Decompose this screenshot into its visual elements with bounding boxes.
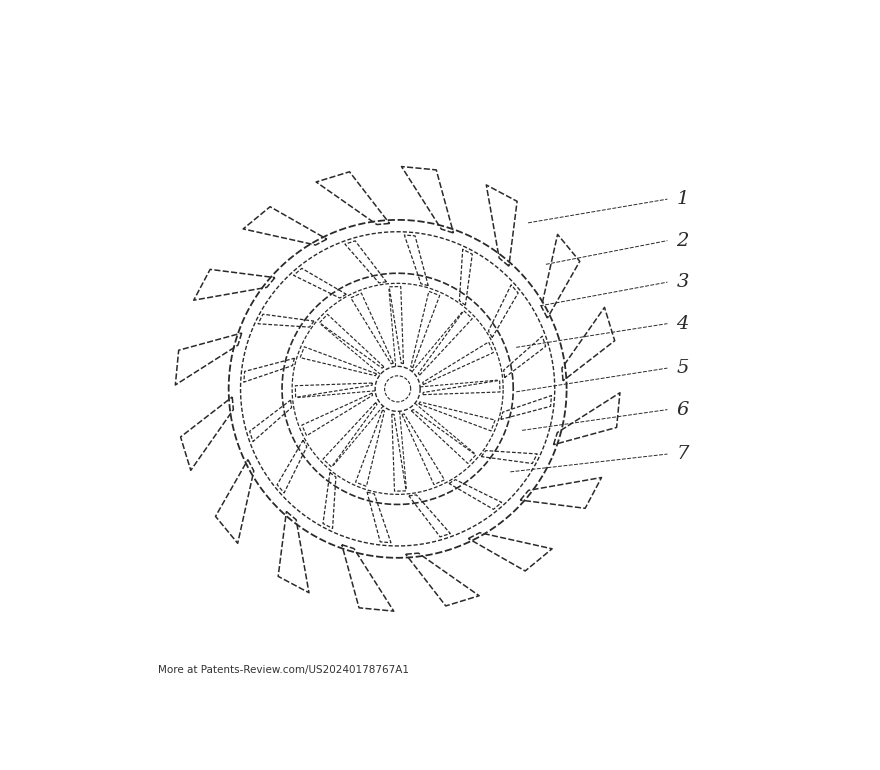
Text: 6: 6	[677, 400, 689, 419]
Text: 2: 2	[677, 232, 689, 249]
Text: 1: 1	[677, 190, 689, 208]
Text: 4: 4	[677, 315, 689, 333]
Text: 7: 7	[677, 445, 689, 463]
Text: 3: 3	[677, 273, 689, 291]
Text: More at Patents-Review.com/US20240178767A1: More at Patents-Review.com/US20240178767…	[158, 665, 408, 675]
Text: 5: 5	[677, 359, 689, 377]
